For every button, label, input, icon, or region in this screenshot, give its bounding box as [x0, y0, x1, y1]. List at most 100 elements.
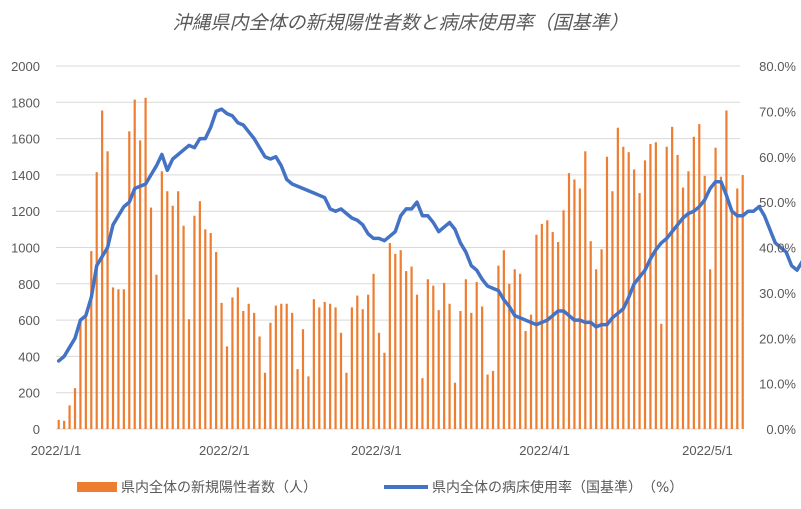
right-tick-label: 0.0% [766, 422, 796, 437]
right-tick-label: 20.0% [759, 331, 796, 346]
bar [709, 269, 712, 429]
right-axis: 0.0% 10.0% 20.0% 30.0% 40.0% 50.0% 60.0% 70.0% 8… [759, 59, 796, 437]
bar [139, 140, 142, 429]
bar [437, 310, 440, 429]
bar [470, 312, 473, 429]
bar [459, 311, 462, 429]
bar [177, 191, 180, 429]
bar [432, 285, 435, 429]
right-tick-label: 40.0% [759, 241, 796, 256]
chart-title: 沖縄県内全体の新規陽性者数と病床使用率（国基準） [172, 12, 629, 34]
x-tick-label: 2022/4/1 [519, 443, 570, 458]
bar [209, 232, 212, 429]
bar [605, 156, 609, 429]
bar [361, 309, 364, 429]
bar [160, 171, 163, 429]
left-axis: 0 200 400 600 800 1000 1200 1400 1600 1800 2000 [11, 59, 40, 437]
bar [388, 242, 391, 429]
right-tick-label: 60.0% [759, 150, 796, 165]
x-tick-label: 2022/1/1 [31, 443, 82, 458]
bar [540, 223, 543, 429]
x-tick-label: 2022/3/1 [351, 443, 402, 458]
bar [643, 160, 647, 429]
bar [258, 336, 261, 429]
bar [323, 301, 326, 429]
bar [128, 131, 131, 429]
bar [638, 193, 641, 429]
bar [79, 321, 82, 429]
bar [73, 388, 77, 429]
bar [242, 311, 245, 429]
bar [329, 303, 332, 429]
bar [122, 289, 125, 429]
bar [155, 274, 158, 429]
bar [253, 312, 256, 429]
bar [497, 265, 500, 429]
bar [589, 241, 592, 429]
bar [692, 136, 695, 429]
x-tick-label: 2022/5/1 [682, 443, 733, 458]
bar [377, 332, 381, 429]
bar [117, 289, 120, 429]
bar [220, 302, 223, 429]
bar [730, 211, 733, 429]
legend-bar-swatch [77, 482, 117, 492]
bar [399, 250, 402, 429]
bar [394, 253, 397, 429]
right-tick-label: 30.0% [759, 286, 796, 301]
bar [562, 210, 565, 429]
gridlines [56, 65, 740, 430]
bar [475, 281, 478, 429]
bar [198, 201, 201, 429]
bar [225, 346, 229, 429]
bar [687, 171, 690, 429]
left-tick-label: 1600 [11, 132, 40, 147]
legend-bar-label: 県内全体の新規陽性者数（人） [121, 479, 317, 496]
bar [269, 322, 272, 429]
bar [193, 215, 196, 429]
left-tick-label: 1000 [11, 241, 40, 256]
bar [101, 110, 104, 429]
bar [280, 303, 283, 429]
bar [714, 147, 717, 429]
bar [665, 146, 668, 429]
bar [546, 220, 549, 429]
bar [719, 176, 723, 429]
bar [171, 205, 174, 429]
bar [535, 234, 538, 429]
bar [149, 207, 153, 429]
bar [519, 273, 522, 429]
x-tick-label: 2022/2/1 [199, 443, 250, 458]
bar [551, 232, 554, 429]
bar [649, 144, 652, 430]
bar [204, 229, 207, 429]
bar [491, 370, 495, 429]
left-tick-label: 800 [18, 277, 40, 292]
bar [187, 319, 191, 429]
bar [627, 152, 630, 429]
bar [426, 279, 429, 429]
bar [660, 323, 663, 429]
bar [263, 372, 267, 429]
bar [68, 405, 71, 429]
bar [633, 169, 636, 429]
bar [57, 419, 60, 429]
bar [529, 314, 533, 429]
bar [584, 151, 587, 429]
bar-series [57, 97, 744, 430]
bar [84, 317, 87, 429]
left-tick-label: 2000 [11, 59, 40, 74]
left-tick-label: 1800 [11, 95, 40, 110]
bar [622, 146, 625, 429]
bar [166, 191, 169, 429]
bar [415, 294, 419, 429]
bar [339, 332, 343, 429]
bar [182, 225, 185, 429]
bar [703, 175, 706, 429]
bar [616, 127, 619, 430]
right-tick-label: 80.0% [759, 59, 796, 74]
bar [557, 242, 560, 429]
right-tick-label: 50.0% [759, 195, 796, 210]
bar [681, 187, 685, 429]
